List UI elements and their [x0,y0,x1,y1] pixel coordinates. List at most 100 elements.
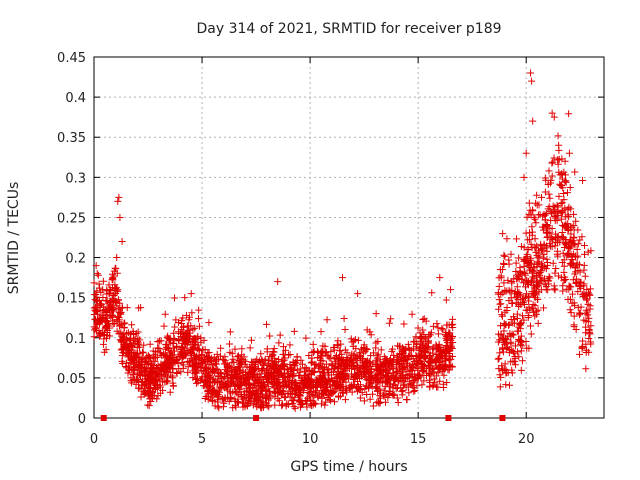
data-point [446,329,454,337]
data-point [239,368,247,376]
data-point [565,149,573,157]
data-point [225,397,233,405]
data-point [358,389,366,397]
data-point [95,315,103,323]
data-point [501,340,509,348]
data-point [93,287,101,295]
data-point [434,383,442,391]
data-point [372,344,380,352]
data-point [276,331,284,339]
data-point [543,225,551,233]
data-point [357,371,365,379]
data-point [99,277,107,285]
data-point [334,392,342,400]
data-point [162,341,170,349]
data-point [132,376,140,384]
data-point [502,381,510,389]
data-point [271,354,279,362]
y-tick-label: 0.35 [57,131,86,146]
data-point [410,387,418,395]
data-point [193,335,201,343]
data-point [273,384,281,392]
data-point [179,364,187,372]
data-point [445,330,453,338]
y-tick-label: 0.05 [57,372,86,387]
data-point [202,358,210,366]
data-point [393,394,401,402]
data-point [537,267,545,275]
data-point [585,326,593,334]
data-point [429,322,437,330]
data-point [324,369,332,377]
data-point [181,340,189,348]
data-point [144,384,152,392]
data-point [133,369,141,377]
data-point [118,331,126,339]
data-point [494,355,502,363]
data-point [344,356,352,364]
data-point [109,275,117,283]
data-point [131,352,139,360]
data-point [277,371,285,379]
data-point [548,172,556,180]
data-point [527,69,535,77]
data-point [558,199,566,207]
y-tick-label: 0.3 [65,171,86,186]
data-point [554,160,562,168]
data-point [540,250,548,258]
data-point [363,361,371,369]
data-point [528,304,536,312]
data-point [286,341,294,349]
data-point [110,305,118,313]
data-point [557,200,565,208]
data-point [115,193,123,201]
data-point [445,355,453,363]
data-point [552,230,560,238]
data-point [118,303,126,311]
data-point [496,383,504,391]
data-point [558,259,566,267]
data-point [232,372,240,380]
data-point [154,371,162,379]
data-point [531,243,539,251]
data-point [213,396,221,404]
data-point [532,248,540,256]
data-point [571,252,579,260]
data-point [148,366,156,374]
data-point [585,348,593,356]
data-point [419,315,427,323]
data-point [504,276,512,284]
data-point [531,312,539,320]
data-point [170,329,178,337]
data-point [259,397,267,405]
axis-ticks: 0 5 10 15 20 0 0.05 0.1 0.15 0.2 0.25 0.3 0.35 0.4 0.4… [57,51,604,447]
data-point [416,345,424,353]
data-point [500,260,508,268]
data-point [561,204,569,212]
data-point [214,355,222,363]
data-point [522,337,530,345]
data-point [129,343,137,351]
data-point [181,349,189,357]
data-point [156,383,164,391]
data-point [146,354,154,362]
data-point [402,375,410,383]
data-point [362,358,370,366]
data-point [443,378,451,386]
data-point [252,358,260,366]
data-point [436,362,444,370]
data-point [152,347,160,355]
data-point [321,380,329,388]
data-point [538,193,546,201]
data-point [381,372,389,380]
data-point [322,377,330,385]
data-point [232,403,240,411]
data-point [582,365,590,373]
data-point [314,380,322,388]
data-point [217,384,225,392]
data-point [233,353,241,361]
data-point [525,344,533,352]
data-point [547,176,555,184]
data-point [351,354,359,362]
data-points [90,69,595,412]
